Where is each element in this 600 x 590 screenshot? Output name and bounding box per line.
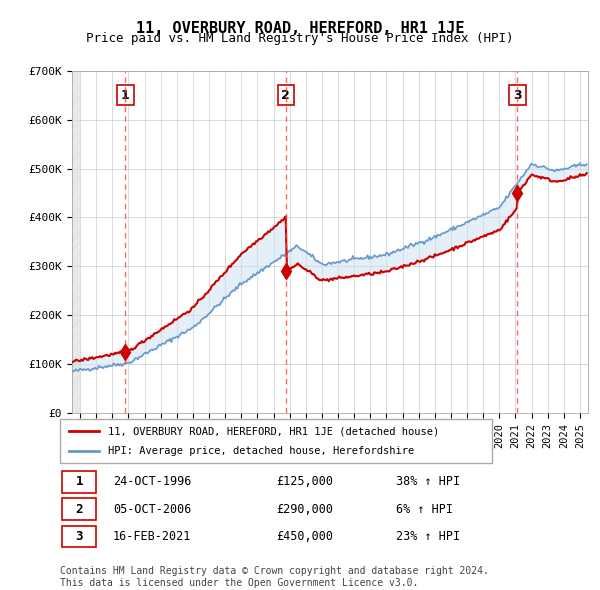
FancyBboxPatch shape: [62, 471, 96, 493]
Text: Price paid vs. HM Land Registry's House Price Index (HPI): Price paid vs. HM Land Registry's House …: [86, 32, 514, 45]
Text: 16-FEB-2021: 16-FEB-2021: [113, 530, 191, 543]
Text: 1: 1: [76, 475, 83, 488]
Text: 23% ↑ HPI: 23% ↑ HPI: [396, 530, 460, 543]
Text: 2: 2: [281, 88, 290, 101]
Text: £450,000: £450,000: [276, 530, 333, 543]
Text: HPI: Average price, detached house, Herefordshire: HPI: Average price, detached house, Here…: [107, 446, 414, 455]
FancyBboxPatch shape: [62, 498, 96, 520]
Text: £125,000: £125,000: [276, 475, 333, 488]
Text: 6% ↑ HPI: 6% ↑ HPI: [396, 503, 453, 516]
Text: 11, OVERBURY ROAD, HEREFORD, HR1 1JE (detached house): 11, OVERBURY ROAD, HEREFORD, HR1 1JE (de…: [107, 427, 439, 436]
Text: Contains HM Land Registry data © Crown copyright and database right 2024.
This d: Contains HM Land Registry data © Crown c…: [60, 566, 489, 588]
Text: £290,000: £290,000: [276, 503, 333, 516]
Text: 3: 3: [513, 88, 522, 101]
Text: 38% ↑ HPI: 38% ↑ HPI: [396, 475, 460, 488]
Text: 2: 2: [76, 503, 83, 516]
FancyBboxPatch shape: [62, 526, 96, 548]
Text: 11, OVERBURY ROAD, HEREFORD, HR1 1JE: 11, OVERBURY ROAD, HEREFORD, HR1 1JE: [136, 21, 464, 35]
Text: 3: 3: [76, 530, 83, 543]
Text: 24-OCT-1996: 24-OCT-1996: [113, 475, 191, 488]
Text: 05-OCT-2006: 05-OCT-2006: [113, 503, 191, 516]
Bar: [72, 71, 80, 413]
Text: 1: 1: [121, 88, 130, 101]
FancyBboxPatch shape: [60, 419, 492, 463]
